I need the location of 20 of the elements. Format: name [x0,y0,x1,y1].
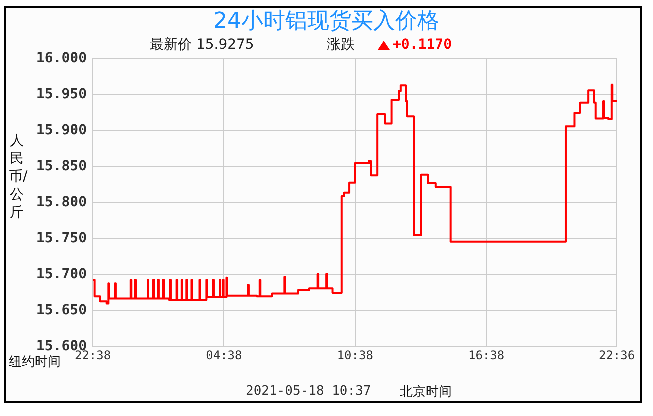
y-tick-label: 15.650 [36,302,87,319]
chart-subtitle: 最新价 15.9275 [150,36,254,54]
x-tick-label: 16:38 [468,348,505,362]
x-tick-label: 22:36 [598,348,636,362]
text: 北京时间 [400,384,452,401]
y-tick-label: 15.750 [36,230,87,247]
y-tick-label: 15.700 [36,266,87,283]
y-tick-label: 16.000 [36,50,87,67]
text: 涨跌 [327,36,355,54]
text: +0.1170 [393,37,452,53]
y-tick-label: 15.900 [36,122,87,139]
x-tick-label: 04:38 [206,348,242,362]
chart-title: 24小时铝现货买入价格 [212,8,440,36]
y-axis-title: 人民币/公斤 [9,132,28,222]
y-tick-label: 15.800 [36,194,87,211]
text: 2021-05-18 10:37 [246,384,372,399]
y-tick-label: 15.850 [36,158,87,175]
y-tick-label: 15.950 [36,86,87,103]
x-tick-label: 10:38 [337,348,374,362]
x-axis-title: 纽约时间 [8,354,61,371]
